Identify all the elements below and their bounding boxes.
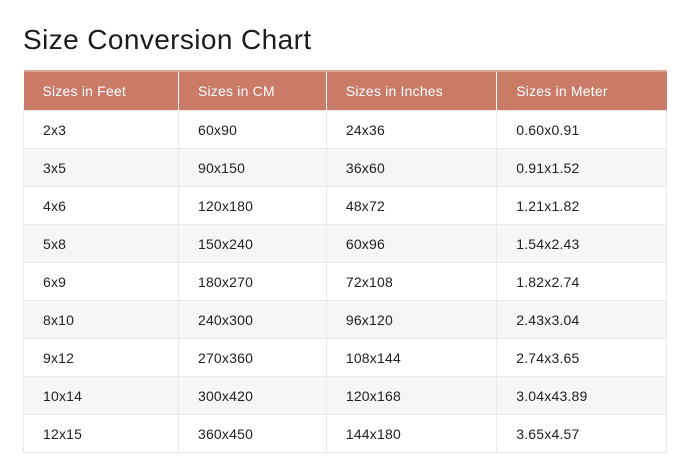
table-row: 9x12 270x360 108x144 2.74x3.65 — [23, 338, 667, 377]
size-conversion-table: Sizes in Feet Sizes in CM Sizes in Inches S… — [23, 70, 667, 453]
table-cell: 72x108 — [325, 262, 498, 301]
table-cell: 96x120 — [325, 300, 498, 339]
column-header-0: Sizes in Feet — [23, 70, 179, 111]
table-cell: 120x180 — [177, 186, 327, 225]
table-header: Sizes in Feet Sizes in CM Sizes in Inches S… — [23, 70, 667, 111]
table-cell: 240x300 — [177, 300, 327, 339]
table-cell: 0.60x0.91 — [496, 110, 667, 149]
table-cell: 10x14 — [23, 376, 179, 415]
table-cell: 360x450 — [177, 414, 327, 453]
table-cell: 2x3 — [23, 110, 179, 149]
table-cell: 60x96 — [325, 224, 498, 263]
table-cell: 120x168 — [325, 376, 498, 415]
table-cell: 3.65x4.57 — [496, 414, 667, 453]
table-cell: 180x270 — [177, 262, 327, 301]
table-row: 6x9 180x270 72x108 1.82x2.74 — [23, 262, 667, 301]
table-cell: 150x240 — [177, 224, 327, 263]
table-cell: 60x90 — [177, 110, 327, 149]
table-cell: 1.54x2.43 — [496, 224, 667, 263]
table-row: 2x3 60x90 24x36 0.60x0.91 — [23, 110, 667, 149]
table-row: 3x5 90x150 36x60 0.91x1.52 — [23, 148, 667, 187]
table-cell: 2.74x3.65 — [496, 338, 667, 377]
table-cell: 1.21x1.82 — [496, 186, 667, 225]
column-header-1: Sizes in CM — [177, 70, 327, 111]
table-cell: 300x420 — [177, 376, 327, 415]
column-header-3: Sizes in Meter — [496, 70, 667, 111]
table-cell: 9x12 — [23, 338, 179, 377]
table-row: 10x14 300x420 120x168 3.04x43.89 — [23, 376, 667, 415]
table-cell: 36x60 — [325, 148, 498, 187]
table-cell: 6x9 — [23, 262, 179, 301]
table-cell: 48x72 — [325, 186, 498, 225]
table-row: 8x10 240x300 96x120 2.43x3.04 — [23, 300, 667, 339]
table-row: 5x8 150x240 60x96 1.54x2.43 — [23, 224, 667, 263]
table-cell: 90x150 — [177, 148, 327, 187]
table-cell: 12x15 — [23, 414, 179, 453]
table-cell: 0.91x1.52 — [496, 148, 667, 187]
table-body: 2x3 60x90 24x36 0.60x0.91 3x5 90x150 36x60 0.91… — [23, 110, 667, 453]
table-cell: 4x6 — [23, 186, 179, 225]
table-row: 4x6 120x180 48x72 1.21x1.82 — [23, 186, 667, 225]
table-cell: 3.04x43.89 — [496, 376, 667, 415]
table-cell: 5x8 — [23, 224, 179, 263]
table-cell: 108x144 — [325, 338, 498, 377]
table-cell: 1.82x2.74 — [496, 262, 667, 301]
table-cell: 144x180 — [325, 414, 498, 453]
column-header-2: Sizes in Inches — [325, 70, 497, 111]
table-cell: 3x5 — [23, 148, 179, 187]
table-cell: 8x10 — [23, 300, 179, 339]
table-cell: 24x36 — [325, 110, 498, 149]
table-cell: 270x360 — [177, 338, 327, 377]
table-header-row: Sizes in Feet Sizes in CM Sizes in Inches S… — [23, 70, 667, 111]
page-title: Size Conversion Chart — [23, 24, 312, 55]
table-row: 12x15 360x450 144x180 3.65x4.57 — [23, 414, 667, 453]
table-cell: 2.43x3.04 — [496, 300, 667, 339]
